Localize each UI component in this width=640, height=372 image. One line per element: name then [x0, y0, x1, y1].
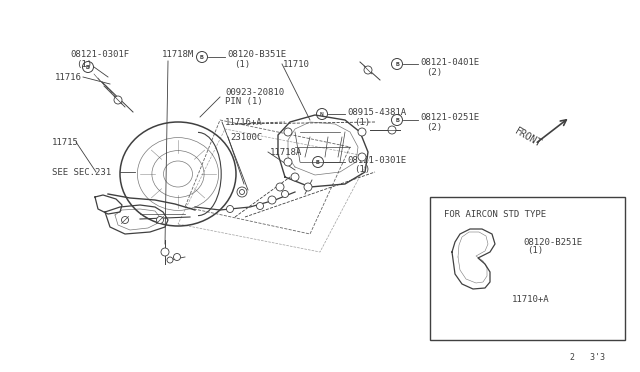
Text: 11716: 11716: [55, 73, 82, 81]
Text: 11710+A: 11710+A: [512, 295, 550, 304]
Text: B: B: [316, 160, 320, 164]
Circle shape: [257, 202, 264, 209]
Text: 08915-4381A: 08915-4381A: [347, 108, 406, 116]
Text: FRONT: FRONT: [513, 126, 543, 149]
Circle shape: [239, 189, 244, 195]
Circle shape: [237, 187, 247, 197]
Circle shape: [161, 248, 169, 256]
Text: 08121-0301E: 08121-0301E: [347, 155, 406, 164]
Circle shape: [167, 257, 173, 263]
Circle shape: [304, 183, 312, 191]
Text: B: B: [86, 64, 90, 70]
Text: B: B: [395, 61, 399, 67]
Circle shape: [493, 253, 502, 262]
Text: SEE SEC.231: SEE SEC.231: [52, 167, 111, 176]
Text: 11718A: 11718A: [270, 148, 302, 157]
Text: 11715: 11715: [52, 138, 79, 147]
Text: 08120-B351E: 08120-B351E: [227, 49, 286, 58]
Text: 08121-0301F: 08121-0301F: [70, 49, 129, 58]
Text: (1): (1): [76, 60, 92, 68]
Text: (1): (1): [527, 246, 543, 254]
Text: 08121-0251E: 08121-0251E: [420, 112, 479, 122]
Text: (1): (1): [234, 60, 250, 68]
Text: (2): (2): [426, 67, 442, 77]
Circle shape: [227, 205, 234, 212]
Circle shape: [388, 126, 396, 134]
Circle shape: [114, 96, 122, 104]
Text: 08120-B251E: 08120-B251E: [523, 237, 582, 247]
Circle shape: [364, 66, 372, 74]
Circle shape: [122, 217, 129, 224]
Circle shape: [282, 190, 289, 198]
Text: 11710: 11710: [283, 60, 310, 68]
Circle shape: [284, 128, 292, 136]
Text: B: B: [513, 240, 517, 244]
Text: 00923-20810: 00923-20810: [225, 87, 284, 96]
Text: PIN (1): PIN (1): [225, 96, 262, 106]
Text: (2): (2): [426, 122, 442, 131]
Circle shape: [358, 128, 366, 136]
Text: (1): (1): [354, 164, 370, 173]
Text: 11716+A: 11716+A: [225, 118, 262, 126]
Text: FOR AIRCON STD TYPE: FOR AIRCON STD TYPE: [444, 210, 546, 219]
Circle shape: [157, 217, 163, 224]
Circle shape: [284, 158, 292, 166]
Text: 11718M: 11718M: [162, 49, 195, 58]
Circle shape: [291, 173, 299, 181]
Text: N: N: [320, 112, 324, 116]
Circle shape: [276, 183, 284, 191]
Circle shape: [173, 253, 180, 260]
Text: B: B: [200, 55, 204, 60]
Circle shape: [358, 153, 366, 161]
Text: 2   3'3: 2 3'3: [570, 353, 605, 362]
Text: (1): (1): [354, 118, 370, 126]
Text: 23100C: 23100C: [230, 132, 262, 141]
Bar: [430, 197, 625, 340]
Text: B: B: [395, 118, 399, 122]
Text: 08121-0401E: 08121-0401E: [420, 58, 479, 67]
Circle shape: [268, 196, 276, 204]
